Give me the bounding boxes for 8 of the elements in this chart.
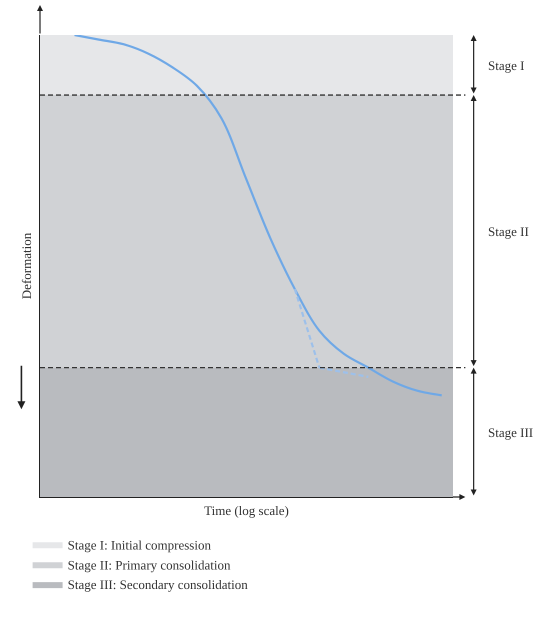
text: Stage I [488,58,524,73]
legend-label: Stage I: Initial compression [68,537,212,552]
legend-label: Stage II: Primary consolidation [68,557,231,572]
text: Stage II [488,224,529,239]
legend-label: Stage III: Secondary consolidation [68,577,248,592]
y-axis-title: Deformation [18,232,34,300]
x-axis-title: Time (log scale) [204,502,289,518]
text: Stage III [488,425,534,440]
